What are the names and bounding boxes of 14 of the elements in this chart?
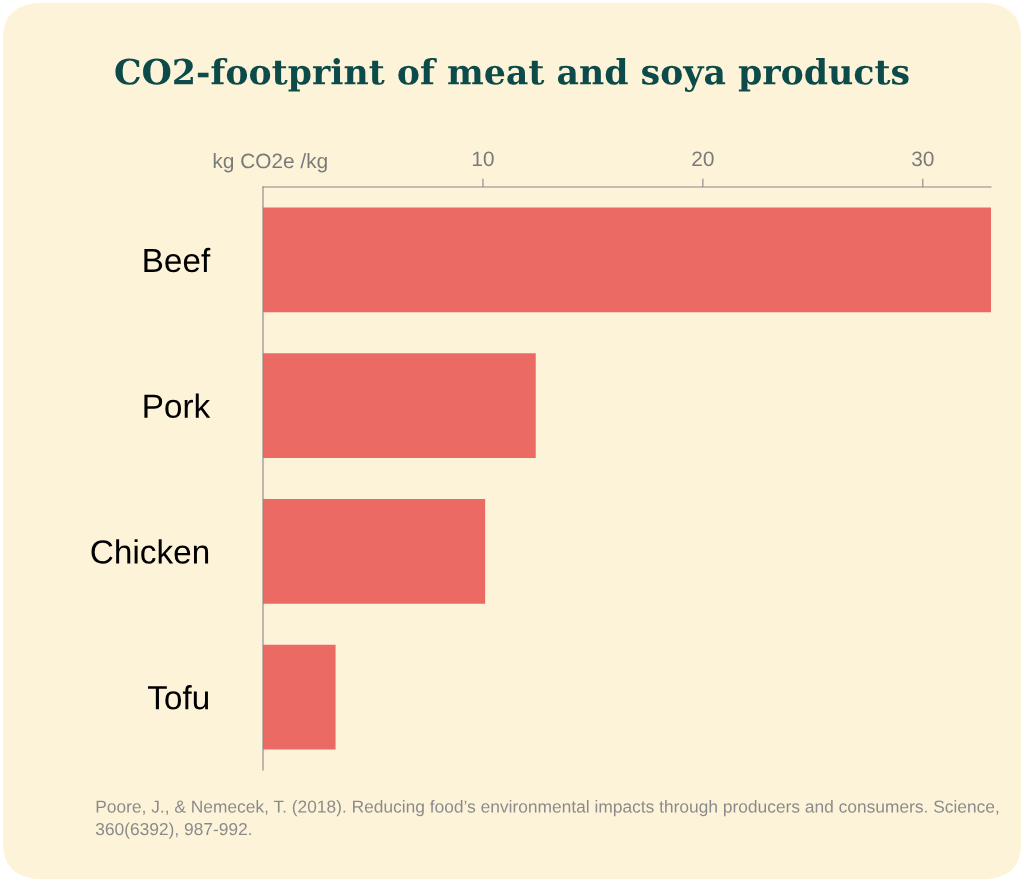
y-tick-label: Beef [144, 247, 211, 273]
y-tick-label: Chicken [91, 539, 209, 564]
chart-title: CO2-footprint of meat and soya products [115, 57, 909, 93]
y-tick-label: Tofu [147, 685, 209, 710]
text: Poore, J., & Nemecek, T. (2018). Reducing food’s environmental impacts through producers and consumers. Science, 360(6392), 987-992. [95, 800, 999, 839]
y-tick-label: Pork [144, 393, 211, 419]
bar [263, 498, 486, 604]
x-axis-title: kg CO2e /kg [213, 153, 327, 173]
x-tick-label: 30 [912, 151, 934, 167]
bar [263, 644, 336, 750]
bar [263, 207, 991, 313]
bar [263, 353, 536, 459]
x-tick-label: 20 [692, 151, 714, 167]
x-tick-label: 10 [472, 151, 494, 167]
